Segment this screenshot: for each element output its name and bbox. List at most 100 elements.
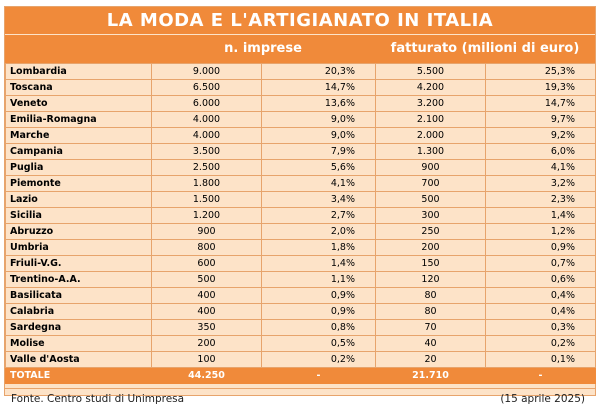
- fatturato-cell: 80: [375, 303, 486, 320]
- fatturato-cell: 200: [375, 239, 486, 256]
- fatturato-cell: 70: [375, 319, 486, 336]
- imprese-cell: 600: [151, 255, 262, 272]
- source-note: Fonte. Centro studi di Unimpresa: [11, 393, 185, 405]
- table-row: Basilicata 400 0,9% 80 0,4%: [5, 287, 596, 304]
- total-row: TOTALE 44.250 - 21.710 -: [5, 367, 596, 384]
- imprese-pct-cell: 5,6%: [261, 159, 376, 176]
- fatturato-cell: 2.100: [375, 111, 486, 128]
- imprese-cell: 2.500: [151, 159, 262, 176]
- table-row: Toscana 6.500 14,7% 4.200 19,3%: [5, 79, 596, 96]
- imprese-cell: 100: [151, 351, 262, 368]
- imprese-pct-cell: 14,7%: [261, 79, 376, 96]
- fatturato-cell: 5.500: [375, 63, 486, 80]
- imprese-pct-cell: 0,8%: [261, 319, 376, 336]
- imprese-pct-cell: 0,9%: [261, 287, 376, 304]
- region-cell: Emilia-Romagna: [5, 111, 152, 128]
- fatturato-pct-cell: 25,3%: [485, 63, 596, 80]
- region-cell: Puglia: [5, 159, 152, 176]
- imprese-cell: 44.250: [151, 367, 262, 384]
- table-row: Marche 4.000 9,0% 2.000 9,2%: [5, 127, 596, 144]
- fatturato-cell: 3.200: [375, 95, 486, 112]
- fatturato-cell: 250: [375, 223, 486, 240]
- imprese-cell: 800: [151, 239, 262, 256]
- table-row: Sardegna 350 0,8% 70 0,3%: [5, 319, 596, 336]
- header-blank: [5, 35, 151, 63]
- table-row: Umbria 800 1,8% 200 0,9%: [5, 239, 596, 256]
- imprese-pct-cell: 0,9%: [261, 303, 376, 320]
- imprese-cell: 6.000: [151, 95, 262, 112]
- imprese-cell: 1.800: [151, 175, 262, 192]
- fatturato-cell: 300: [375, 207, 486, 224]
- imprese-pct-cell: 2,0%: [261, 223, 376, 240]
- region-cell: Lazio: [5, 191, 152, 208]
- region-cell: Sicilia: [5, 207, 152, 224]
- imprese-pct-cell: 0,5%: [261, 335, 376, 352]
- table-row: Abruzzo 900 2,0% 250 1,2%: [5, 223, 596, 240]
- imprese-cell: 200: [151, 335, 262, 352]
- fatturato-cell: 4.200: [375, 79, 486, 96]
- fatturato-pct-cell: -: [485, 367, 596, 384]
- imprese-pct-cell: 7,9%: [261, 143, 376, 160]
- fatturato-pct-cell: 9,2%: [485, 127, 596, 144]
- fatturato-pct-cell: 4,1%: [485, 159, 596, 176]
- imprese-pct-cell: 1,8%: [261, 239, 376, 256]
- fatturato-pct-cell: 0,9%: [485, 239, 596, 256]
- imprese-pct-cell: -: [261, 367, 376, 384]
- imprese-pct-cell: 9,0%: [261, 111, 376, 128]
- table-row: Lazio 1.500 3,4% 500 2,3%: [5, 191, 596, 208]
- table-row: Molise 200 0,5% 40 0,2%: [5, 335, 596, 352]
- fatturato-cell: 900: [375, 159, 486, 176]
- imprese-pct-cell: 13,6%: [261, 95, 376, 112]
- table-row: Piemonte 1.800 4,1% 700 3,2%: [5, 175, 596, 192]
- imprese-cell: 4.000: [151, 111, 262, 128]
- fatturato-cell: 2.000: [375, 127, 486, 144]
- fatturato-cell: 500: [375, 191, 486, 208]
- fatturato-pct-cell: 19,3%: [485, 79, 596, 96]
- header-fatturato: fatturato (milioni di euro): [390, 41, 580, 56]
- fatturato-cell: 40: [375, 335, 486, 352]
- imprese-pct-cell: 1,1%: [261, 271, 376, 288]
- table-group-header: n. imprese fatturato (milioni di euro): [5, 34, 595, 63]
- imprese-pct-cell: 2,7%: [261, 207, 376, 224]
- imprese-pct-cell: 3,4%: [261, 191, 376, 208]
- fatturato-pct-cell: 1,2%: [485, 223, 596, 240]
- table-row: Trentino-A.A. 500 1,1% 120 0,6%: [5, 271, 596, 288]
- table-row: Calabria 400 0,9% 80 0,4%: [5, 303, 596, 320]
- region-cell: Friuli-V.G.: [5, 255, 152, 272]
- fatturato-pct-cell: 0,6%: [485, 271, 596, 288]
- imprese-cell: 900: [151, 223, 262, 240]
- region-cell: TOTALE: [5, 367, 152, 384]
- imprese-cell: 3.500: [151, 143, 262, 160]
- table-row: Veneto 6.000 13,6% 3.200 14,7%: [5, 95, 596, 112]
- imprese-pct-cell: 20,3%: [261, 63, 376, 80]
- region-cell: Piemonte: [5, 175, 152, 192]
- imprese-pct-cell: 0,2%: [261, 351, 376, 368]
- table-row: Emilia-Romagna 4.000 9,0% 2.100 9,7%: [5, 111, 596, 128]
- imprese-cell: 400: [151, 303, 262, 320]
- table-row: Friuli-V.G. 600 1,4% 150 0,7%: [5, 255, 596, 272]
- imprese-cell: 1.200: [151, 207, 262, 224]
- imprese-cell: 350: [151, 319, 262, 336]
- imprese-cell: 9.000: [151, 63, 262, 80]
- region-cell: Veneto: [5, 95, 152, 112]
- region-cell: Marche: [5, 127, 152, 144]
- table-row: Lombardia 9.000 20,3% 5.500 25,3%: [5, 63, 596, 80]
- table-title: LA MODA E L'ARTIGIANATO IN ITALIA: [5, 7, 595, 34]
- imprese-cell: 6.500: [151, 79, 262, 96]
- region-cell: Trentino-A.A.: [5, 271, 152, 288]
- fatturato-cell: 21.710: [375, 367, 486, 384]
- fatturato-pct-cell: 1,4%: [485, 207, 596, 224]
- imprese-cell: 4.000: [151, 127, 262, 144]
- fatturato-pct-cell: 6,0%: [485, 143, 596, 160]
- table-card: LA MODA E L'ARTIGIANATO IN ITALIA n. imp…: [4, 6, 596, 405]
- fatturato-pct-cell: 0,1%: [485, 351, 596, 368]
- region-cell: Lombardia: [5, 63, 152, 80]
- fatturato-pct-cell: 3,2%: [485, 175, 596, 192]
- imprese-cell: 1.500: [151, 191, 262, 208]
- date-note: (15 aprile 2025): [500, 393, 585, 405]
- fatturato-pct-cell: 0,7%: [485, 255, 596, 272]
- footer: Fonte. Centro studi di Unimpresa (15 apr…: [5, 388, 595, 409]
- imprese-pct-cell: 4,1%: [261, 175, 376, 192]
- fatturato-pct-cell: 9,7%: [485, 111, 596, 128]
- table-row: Valle d'Aosta 100 0,2% 20 0,1%: [5, 351, 596, 368]
